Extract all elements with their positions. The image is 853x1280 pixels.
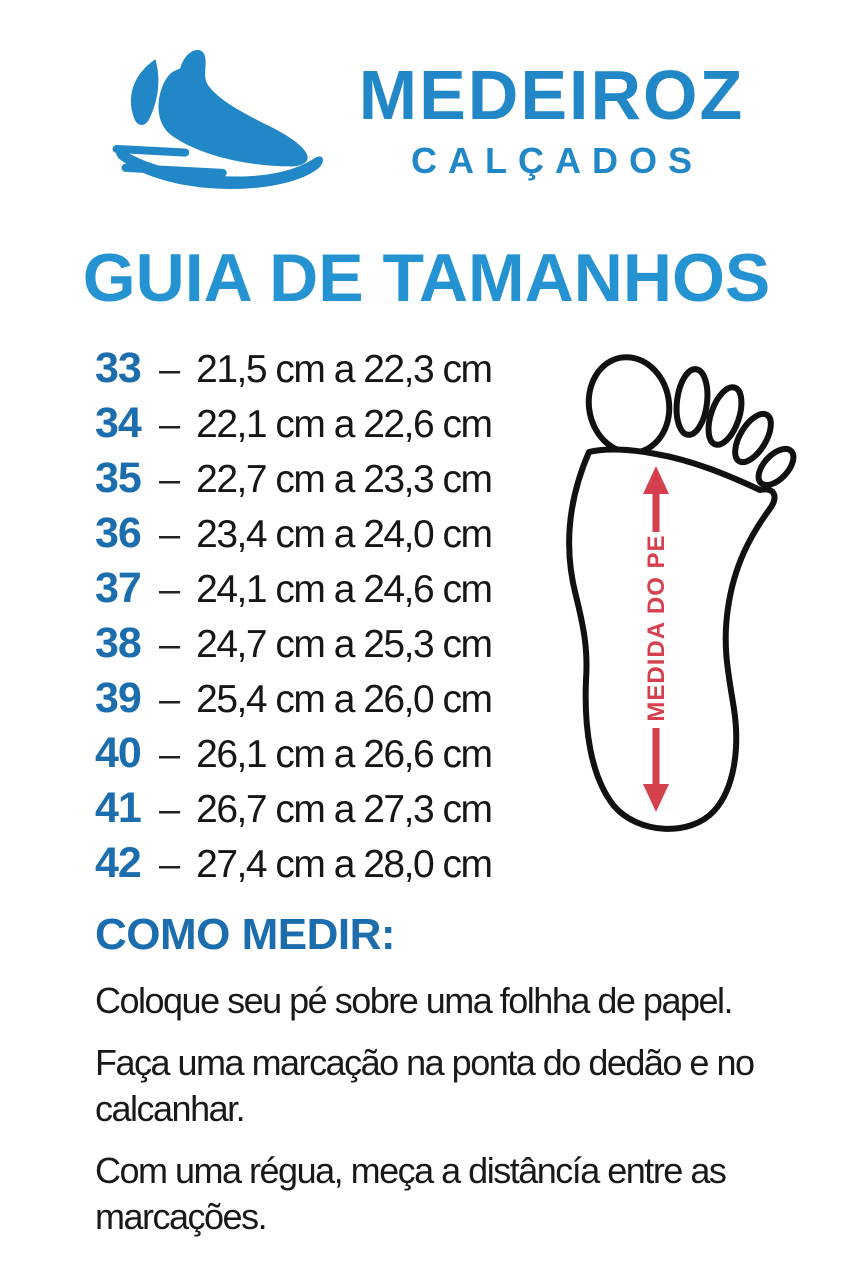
foot-measure-diagram: MEDIDA DO PE xyxy=(557,350,815,894)
size-range: 21,5 cm a 22,3 cm xyxy=(196,348,493,391)
size-row: 39 – 25,4 cm a 26,0 cm xyxy=(95,674,557,729)
size-row: 42 – 27,4 cm a 28,0 cm xyxy=(95,839,557,894)
size-number: 33 xyxy=(95,344,142,392)
how-to-measure-section: COMO MEDIR: Coloque seu pé sobre uma fol… xyxy=(0,910,853,1240)
page-title: GUIA DE TAMANHOS xyxy=(82,240,771,316)
size-range: 22,1 cm a 22,6 cm xyxy=(196,403,493,446)
brand-tagline: CALÇADOS xyxy=(410,140,703,181)
size-number: 42 xyxy=(95,839,142,887)
size-range: 26,1 cm a 26,6 cm xyxy=(196,733,493,776)
content-row: 33 – 21,5 cm a 22,3 cm 34 – 22,1 cm a 22… xyxy=(0,342,853,894)
size-row: 41 – 26,7 cm a 27,3 cm xyxy=(95,784,557,839)
size-dash: – xyxy=(159,789,181,831)
size-row: 34 – 22,1 cm a 22,6 cm xyxy=(95,399,557,454)
size-range: 27,4 cm a 28,0 cm xyxy=(196,843,493,886)
size-dash: – xyxy=(159,404,181,446)
size-range: 24,1 cm a 24,6 cm xyxy=(196,568,493,611)
size-number: 38 xyxy=(95,619,142,667)
measure-arrow-icon: MEDIDA DO PE xyxy=(643,466,670,812)
size-number: 36 xyxy=(95,509,142,557)
measure-step-3: Com uma régua, meça a distâncía entre as… xyxy=(95,1150,727,1238)
size-dash: – xyxy=(159,679,181,721)
size-row: 40 – 26,1 cm a 26,6 cm xyxy=(95,729,557,784)
size-dash: – xyxy=(159,569,181,611)
sneaker-upper xyxy=(158,49,308,167)
size-range: 22,7 cm a 23,3 cm xyxy=(196,458,493,501)
size-number: 40 xyxy=(95,729,142,777)
size-dash: – xyxy=(159,624,181,666)
size-dash: – xyxy=(159,459,181,501)
size-number: 34 xyxy=(95,399,142,447)
measure-step-1: Coloque seu pé sobre uma folhha de papel… xyxy=(95,980,734,1021)
sneaker-logo-icon xyxy=(109,40,341,208)
size-dash: – xyxy=(159,734,181,776)
size-dash: – xyxy=(159,349,181,391)
size-number: 41 xyxy=(95,784,142,832)
foot-outline-illustration: MEDIDA DO PE xyxy=(566,354,797,832)
foot-sole-outline xyxy=(566,446,778,832)
size-number: 39 xyxy=(95,674,142,722)
size-range: 24,7 cm a 25,3 cm xyxy=(196,623,493,666)
size-list: 33 – 21,5 cm a 22,3 cm 34 – 22,1 cm a 22… xyxy=(95,342,557,894)
size-row: 38 – 24,7 cm a 25,3 cm xyxy=(95,619,557,674)
how-to-measure-heading: COMO MEDIR: xyxy=(95,910,396,959)
size-number: 35 xyxy=(95,454,142,502)
size-range: 23,4 cm a 24,0 cm xyxy=(196,513,493,556)
size-row: 33 – 21,5 cm a 22,3 cm xyxy=(95,344,557,399)
size-row: 35 – 22,7 cm a 23,3 cm xyxy=(95,454,557,509)
size-row: 37 – 24,1 cm a 24,6 cm xyxy=(95,564,557,619)
size-dash: – xyxy=(159,844,181,886)
sneaker-heel-leaf xyxy=(130,59,159,125)
size-dash: – xyxy=(159,514,181,556)
brand-header: MEDEIROZ CALÇADOS xyxy=(0,0,853,208)
brand-name: MEDEIROZ xyxy=(358,56,745,134)
foot-length-label: MEDIDA DO PE xyxy=(643,534,670,721)
brand-text-block: MEDEIROZ CALÇADOS xyxy=(359,60,744,182)
size-range: 26,7 cm a 27,3 cm xyxy=(196,788,493,831)
size-range: 25,4 cm a 26,0 cm xyxy=(196,678,493,721)
measure-step-2: Faça uma marcação na ponta do dedão e no… xyxy=(95,1042,755,1130)
size-number: 37 xyxy=(95,564,142,612)
size-row: 36 – 23,4 cm a 24,0 cm xyxy=(95,509,557,564)
